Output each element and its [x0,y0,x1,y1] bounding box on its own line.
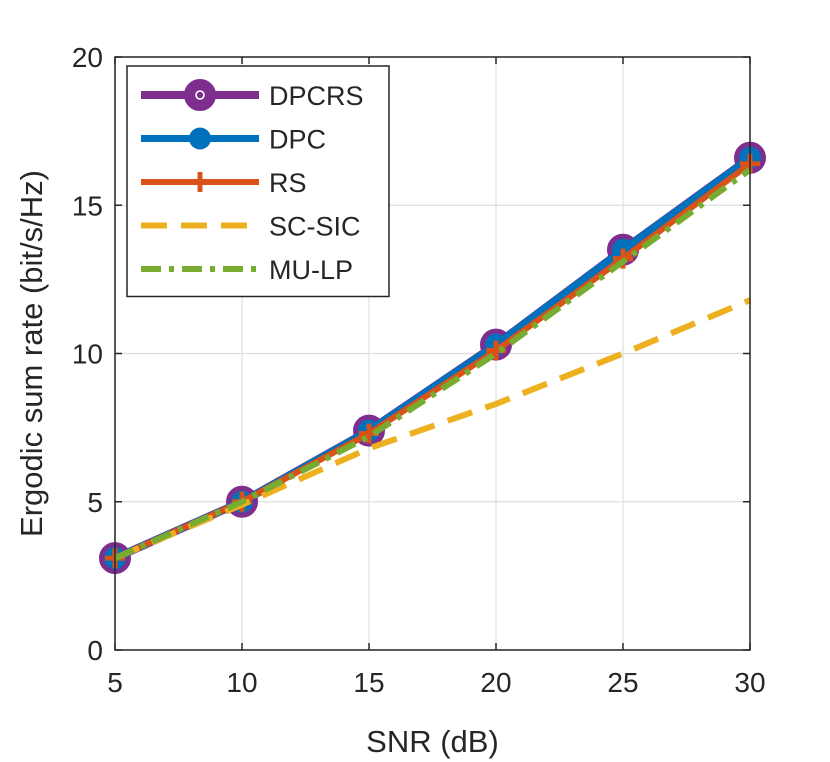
series-mu-lp [113,167,752,561]
legend-label-rs: RS [269,168,307,198]
x-tick-label: 5 [107,667,123,698]
y-tick-label: 0 [87,635,103,666]
legend-marker-dpcrs-center [195,90,205,100]
series-line-sc-sic [113,297,752,561]
legend-label-mu-lp: MU-LP [269,255,353,285]
y-axis-label: Ergodic sum rate (bit/s/Hz) [14,170,49,537]
legend-marker-dpc [189,127,211,150]
y-tick-label: 5 [87,487,103,518]
legend-marker-rs [190,172,210,192]
legend-label-sc-sic: SC-SIC [269,212,361,242]
x-tick-label: 25 [607,667,638,698]
x-tick-label: 15 [353,667,384,698]
x-tick-label: 30 [734,667,765,698]
x-axis-label: SNR (dB) [366,724,499,759]
y-tick-label: 20 [72,42,103,73]
x-tick-label: 20 [480,667,511,698]
legend-label-dpc: DPC [269,125,326,155]
x-tick-label: 10 [226,667,257,698]
series-line-mu-lp [113,167,752,561]
y-tick-label: 15 [72,190,103,221]
series-layer [99,141,766,575]
y-tick-label: 10 [72,339,103,370]
series-sc-sic [113,297,752,561]
legend-label-dpcrs: DPCRS [269,81,364,111]
